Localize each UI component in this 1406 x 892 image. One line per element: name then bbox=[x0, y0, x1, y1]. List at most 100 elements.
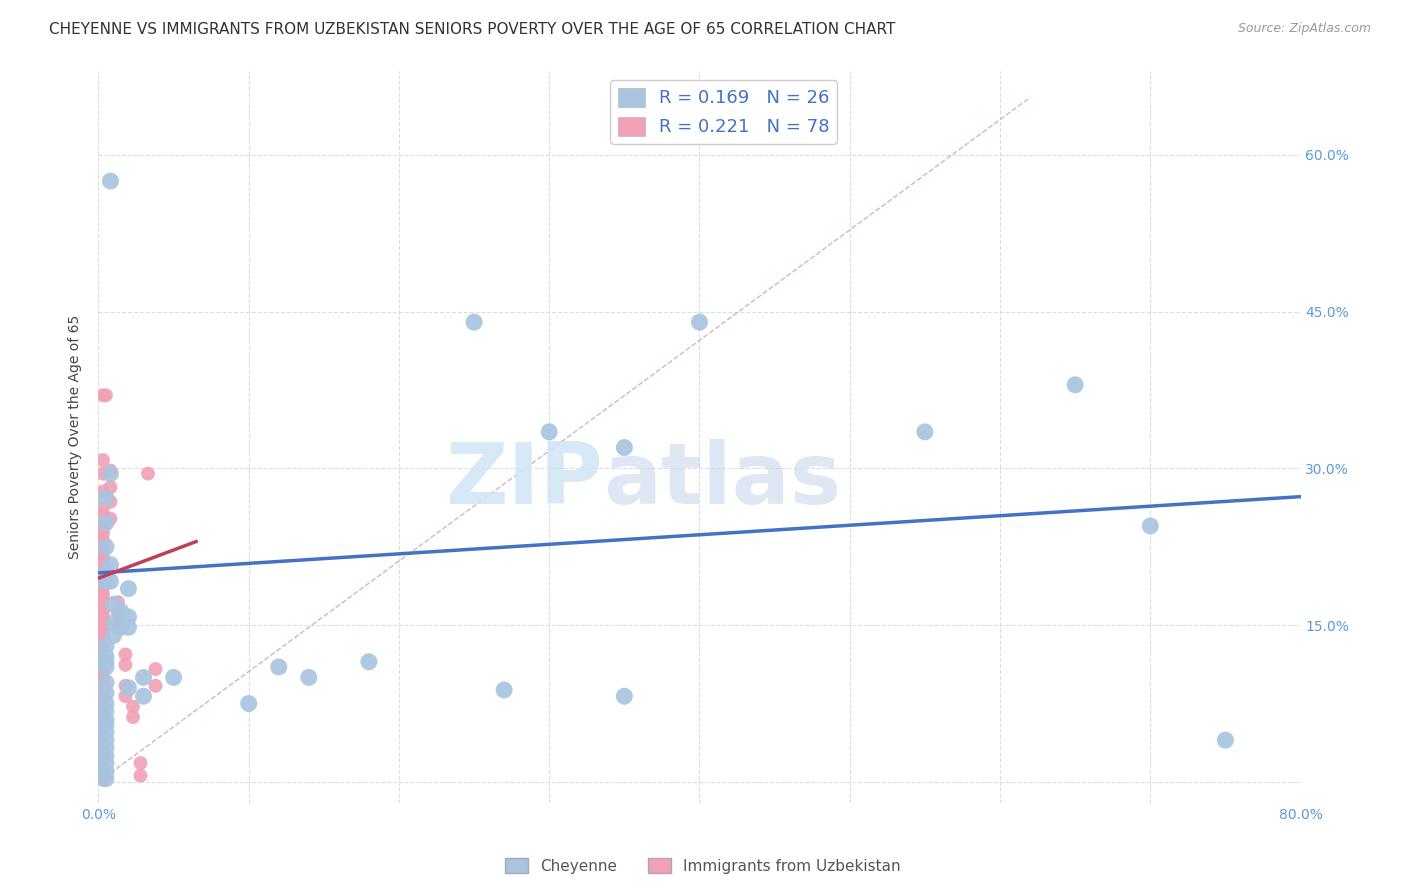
Point bbox=[91, 560, 114, 574]
Point bbox=[107, 616, 129, 631]
Point bbox=[94, 717, 117, 731]
Text: ZIP: ZIP bbox=[446, 440, 603, 523]
Point bbox=[100, 174, 122, 188]
Point bbox=[94, 649, 117, 664]
Point bbox=[94, 772, 117, 786]
Point bbox=[1139, 519, 1161, 533]
Point bbox=[91, 739, 114, 753]
Point bbox=[94, 516, 117, 530]
Point bbox=[94, 491, 117, 505]
Point bbox=[103, 597, 125, 611]
Point bbox=[94, 660, 117, 674]
Point bbox=[91, 670, 114, 684]
Point bbox=[100, 480, 122, 494]
Point bbox=[91, 587, 114, 601]
Point bbox=[91, 772, 114, 787]
Point bbox=[267, 660, 290, 674]
Point bbox=[91, 624, 114, 638]
Point bbox=[107, 606, 129, 620]
Point bbox=[100, 574, 122, 589]
Point bbox=[117, 609, 139, 624]
Point bbox=[91, 717, 114, 731]
Point bbox=[122, 710, 145, 724]
Point bbox=[136, 467, 159, 481]
Point bbox=[91, 526, 114, 541]
Point bbox=[91, 388, 114, 402]
Point bbox=[91, 764, 114, 779]
Text: Source: ZipAtlas.com: Source: ZipAtlas.com bbox=[1237, 22, 1371, 36]
Point bbox=[117, 681, 139, 695]
Point bbox=[100, 467, 122, 481]
Point bbox=[91, 702, 114, 716]
Point bbox=[689, 315, 711, 329]
Point bbox=[94, 724, 117, 739]
Point bbox=[91, 686, 114, 700]
Point bbox=[100, 558, 122, 572]
Legend: R = 0.169   N = 26, R = 0.221   N = 78: R = 0.169 N = 26, R = 0.221 N = 78 bbox=[610, 80, 837, 144]
Point bbox=[91, 665, 114, 680]
Point bbox=[122, 699, 145, 714]
Point bbox=[114, 657, 136, 672]
Point bbox=[91, 501, 114, 516]
Point bbox=[91, 618, 114, 632]
Point bbox=[91, 571, 114, 585]
Point bbox=[91, 743, 114, 757]
Point bbox=[91, 607, 114, 622]
Point bbox=[94, 566, 117, 580]
Point bbox=[91, 545, 114, 559]
Point bbox=[91, 639, 114, 653]
Point bbox=[91, 508, 114, 523]
Point bbox=[94, 655, 117, 669]
Y-axis label: Seniors Poverty Over the Age of 65: Seniors Poverty Over the Age of 65 bbox=[69, 315, 83, 559]
Point bbox=[914, 425, 936, 439]
Point bbox=[91, 516, 114, 530]
Point bbox=[91, 754, 114, 768]
Point bbox=[91, 522, 114, 536]
Point bbox=[91, 550, 114, 565]
Point bbox=[1064, 377, 1087, 392]
Text: CHEYENNE VS IMMIGRANTS FROM UZBEKISTAN SENIORS POVERTY OVER THE AGE OF 65 CORREL: CHEYENNE VS IMMIGRANTS FROM UZBEKISTAN S… bbox=[49, 22, 896, 37]
Point bbox=[91, 733, 114, 747]
Legend: Cheyenne, Immigrants from Uzbekistan: Cheyenne, Immigrants from Uzbekistan bbox=[499, 852, 907, 880]
Point bbox=[110, 620, 132, 634]
Point bbox=[100, 511, 122, 525]
Point bbox=[114, 648, 136, 662]
Point bbox=[145, 662, 167, 676]
Point bbox=[103, 616, 125, 631]
Point bbox=[91, 629, 114, 643]
Point bbox=[91, 691, 114, 706]
Point bbox=[129, 769, 152, 783]
Point bbox=[538, 425, 561, 439]
Point bbox=[91, 649, 114, 664]
Point bbox=[91, 723, 114, 737]
Point bbox=[91, 566, 114, 580]
Point bbox=[463, 315, 485, 329]
Point bbox=[91, 644, 114, 658]
Point bbox=[94, 540, 117, 554]
Point bbox=[91, 770, 114, 784]
Point bbox=[91, 748, 114, 763]
Point bbox=[91, 759, 114, 773]
Point bbox=[94, 704, 117, 718]
Point bbox=[91, 582, 114, 596]
Point bbox=[91, 655, 114, 669]
Point bbox=[91, 712, 114, 726]
Point bbox=[357, 655, 380, 669]
Point bbox=[94, 697, 117, 711]
Point bbox=[238, 697, 260, 711]
Point bbox=[94, 712, 117, 726]
Point bbox=[94, 686, 117, 700]
Point bbox=[162, 670, 184, 684]
Point bbox=[94, 639, 117, 653]
Point bbox=[129, 756, 152, 770]
Point bbox=[103, 629, 125, 643]
Point bbox=[94, 733, 117, 747]
Point bbox=[91, 467, 114, 481]
Point bbox=[1215, 733, 1237, 747]
Point bbox=[298, 670, 321, 684]
Point bbox=[114, 690, 136, 704]
Point bbox=[100, 463, 122, 477]
Point bbox=[132, 670, 155, 684]
Point bbox=[132, 690, 155, 704]
Point bbox=[91, 453, 114, 467]
